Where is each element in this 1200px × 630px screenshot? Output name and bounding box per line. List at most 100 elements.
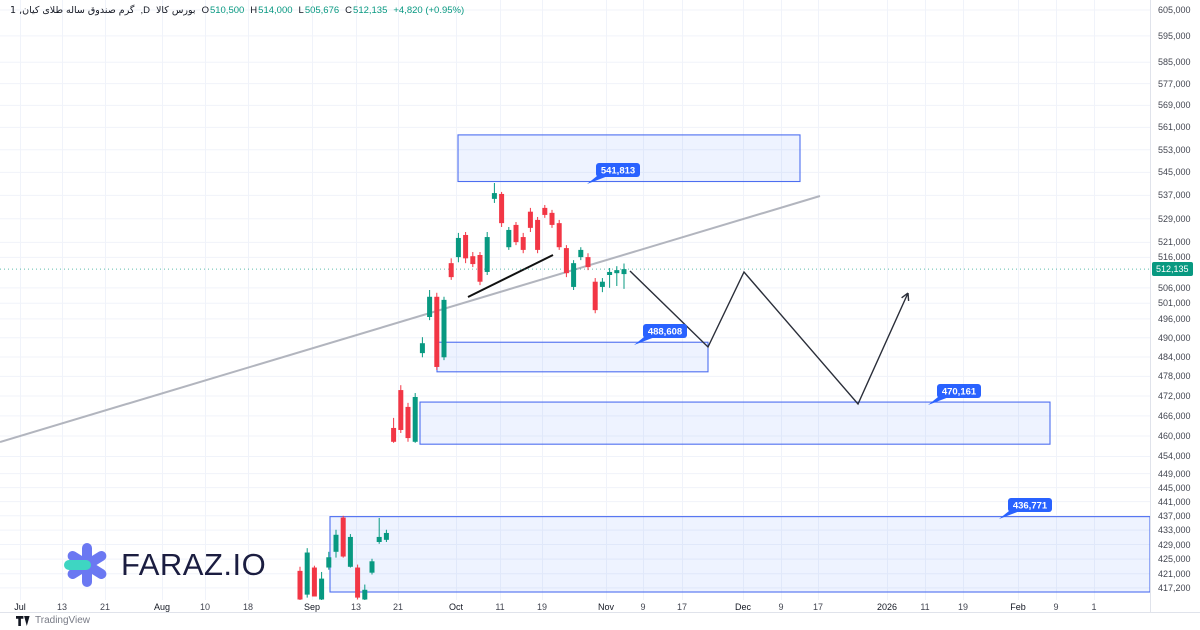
time-tick: 13	[350, 602, 362, 612]
price-tick: 529,000	[1158, 213, 1191, 224]
ohlc-high: H514,000	[250, 5, 293, 16]
time-tick: 1	[1091, 602, 1097, 612]
candle-body	[448, 263, 454, 278]
ohlc-close: C512,135	[345, 5, 388, 16]
candle-body	[434, 296, 440, 367]
tag-tail	[634, 337, 655, 345]
tradingview-label: TradingView	[35, 615, 91, 626]
candle-body	[326, 557, 332, 568]
candle-body	[304, 552, 310, 595]
tradingview-attribution[interactable]: TradingView	[16, 615, 90, 626]
price-tick: 553,000	[1158, 144, 1191, 155]
time-tick: 11	[920, 602, 930, 612]
price-tick: 569,000	[1158, 100, 1191, 111]
zone-price-tag[interactable]: 541,813	[587, 163, 640, 184]
candle	[441, 296, 447, 361]
candle-body	[477, 255, 483, 282]
price-tick: 545,000	[1158, 167, 1191, 178]
projection-path[interactable]	[629, 270, 909, 406]
trend-line-gray[interactable]	[0, 195, 821, 443]
price-tick: 521,000	[1158, 237, 1191, 248]
candle-body	[527, 211, 533, 228]
projection-arrowhead	[901, 292, 909, 299]
price-tick: 595,000	[1158, 30, 1191, 41]
ohlc-low: L505,676	[298, 5, 340, 16]
candle	[535, 216, 541, 254]
zone-rect[interactable]	[436, 341, 709, 373]
candle	[376, 517, 382, 544]
tag-price-text: 541,813	[601, 166, 635, 177]
candle-body	[441, 299, 447, 358]
candle	[491, 182, 497, 203]
price-tick: 501,000	[1158, 298, 1191, 309]
projection-arrowhead	[907, 292, 910, 302]
candle	[427, 290, 433, 321]
time-tick: 17	[812, 602, 824, 612]
zone-rect[interactable]	[419, 401, 1051, 445]
candle	[563, 245, 569, 278]
candle-body	[311, 567, 317, 597]
candle	[463, 232, 469, 264]
candle-body	[563, 248, 569, 274]
candle	[599, 278, 605, 293]
candle-body	[578, 249, 584, 258]
price-tick: 445,000	[1158, 482, 1191, 493]
candle-body	[369, 561, 375, 573]
price-axis[interactable]: 512,135 605,000 595,000 585,000 577,000 569,…	[1150, 0, 1200, 612]
tag-tail	[587, 176, 608, 184]
tag-tail	[928, 397, 949, 405]
candle	[398, 385, 404, 434]
candle	[513, 221, 519, 246]
candle-body	[297, 570, 303, 600]
price-change: +4,820 (+0.95%)	[393, 5, 465, 16]
candle-body	[513, 224, 519, 243]
candle	[304, 548, 310, 598]
candle-body	[614, 270, 620, 274]
candle	[455, 232, 461, 263]
tag-price-text: 436,771	[1013, 501, 1048, 512]
time-tick: 19	[536, 602, 548, 612]
candle	[592, 278, 598, 314]
zone-price-tag[interactable]: 470,161	[928, 384, 981, 405]
candle-body	[398, 390, 404, 430]
candle	[319, 571, 325, 602]
price-tick: 417,200	[1158, 582, 1191, 593]
supply-demand-zones	[329, 134, 1150, 593]
price-tick: 516,000	[1158, 252, 1191, 263]
candle-body	[571, 263, 577, 287]
tag-box	[1008, 498, 1052, 512]
price-chart-canvas[interactable]: 541,813 488,608 470,161 436,771	[0, 0, 1150, 602]
price-tick: 577,000	[1158, 78, 1191, 89]
candle	[362, 584, 368, 602]
time-tick: 18	[242, 602, 254, 612]
tag-box	[937, 384, 981, 398]
candle-body	[470, 256, 476, 265]
zone-price-tag[interactable]: 436,771	[999, 498, 1052, 519]
candle-body	[362, 589, 368, 600]
price-tick: 490,000	[1158, 332, 1191, 343]
candle	[311, 565, 317, 597]
candle-body	[419, 343, 425, 354]
time-tick: 19	[957, 602, 969, 612]
zone-price-tag[interactable]: 488,608	[634, 324, 687, 345]
candle-body	[376, 536, 382, 542]
candle-body	[491, 193, 497, 199]
candle-body	[463, 234, 469, 259]
tag-box	[643, 324, 687, 338]
price-tick: 472,000	[1158, 391, 1191, 401]
candle-body	[319, 578, 325, 600]
candle	[405, 402, 411, 442]
price-tick: 506,000	[1158, 282, 1191, 293]
symbol-name: گرم صندوق ساله طلای کیان, 1	[10, 5, 135, 16]
time-tick: 9	[640, 602, 646, 612]
time-tick: 10	[199, 602, 211, 612]
time-axis[interactable]: Jul 13 21 Aug 10 18 Sep 13 21 Oct 11 19 Nov 9 17 Dec 9 17…	[0, 600, 1150, 612]
trend-line-black[interactable]	[467, 254, 554, 298]
zone-rect[interactable]	[329, 516, 1150, 593]
time-tick: 2026	[876, 602, 898, 612]
candle-body	[607, 271, 613, 275]
tag-price-text: 488,608	[648, 327, 682, 338]
price-tick: 605,000	[1158, 5, 1191, 15]
candle-body	[412, 396, 418, 442]
candle	[614, 266, 620, 287]
